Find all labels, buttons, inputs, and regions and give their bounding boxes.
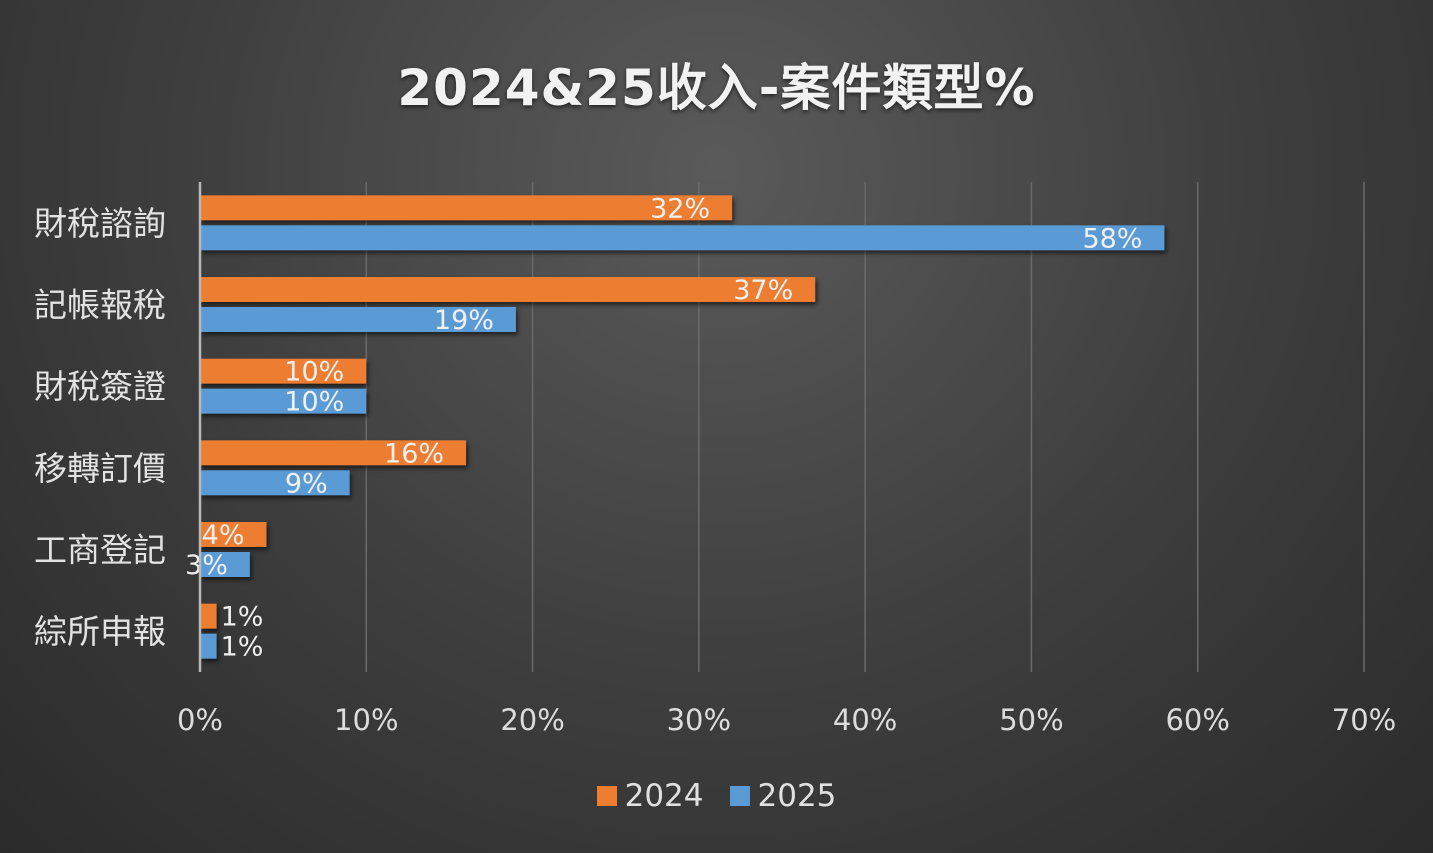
x-tick-label: 60%	[1165, 703, 1229, 737]
data-label: 19%	[434, 305, 494, 336]
bar-2024-2	[200, 358, 367, 384]
data-label: 37%	[733, 275, 793, 306]
data-label: 10%	[284, 357, 344, 388]
bar-2024-1	[200, 277, 816, 302]
category-label: 綜所申報	[34, 612, 166, 651]
chart-plot: 0% 10% 20% 30% 40% 50% 60% 70% 財稅諮詢 32% 58% 記帳報稅 37%…	[34, 182, 1396, 737]
data-label: 9%	[285, 468, 328, 499]
legend: 2024 2025	[0, 778, 1433, 814]
data-label: 1%	[221, 602, 264, 633]
bar-2025-2	[200, 388, 367, 414]
category-label: 工商登記	[34, 531, 166, 570]
x-tick-label: 30%	[667, 703, 731, 737]
bar-2025-4	[200, 552, 250, 577]
category-label: 記帳報稅	[34, 286, 166, 325]
data-label: 58%	[1082, 223, 1142, 254]
x-tick-label: 70%	[1332, 703, 1396, 737]
bar-2024-0	[200, 195, 733, 221]
legend-swatch-2024	[596, 786, 617, 806]
bar-2025-3	[200, 470, 350, 496]
data-label: 10%	[284, 387, 344, 418]
x-tick-label: 50%	[999, 703, 1063, 737]
data-label: 4%	[202, 520, 245, 551]
data-label: 16%	[384, 438, 444, 469]
bar-2024-3	[200, 440, 467, 466]
data-label: 1%	[221, 632, 264, 663]
legend-item-2024: 2024	[596, 778, 704, 814]
bar-2024-4	[200, 522, 267, 547]
chart-title: 2024&25收入-案件類型%	[397, 59, 1036, 117]
legend-label-2025: 2025	[757, 778, 837, 814]
data-label: 3%	[185, 550, 228, 581]
category-label: 財稅簽證	[34, 367, 166, 406]
bar-2024-5	[200, 603, 217, 629]
x-tick-label: 0%	[177, 703, 223, 737]
category-label: 移轉訂價	[34, 449, 166, 488]
legend-swatch-2025	[729, 786, 750, 806]
bar-2025-0	[200, 225, 1165, 251]
data-label: 32%	[650, 193, 710, 224]
x-tick-label: 40%	[833, 703, 897, 737]
category-label: 財稅諮詢	[34, 204, 166, 243]
x-tick-label: 20%	[500, 703, 564, 737]
bar-2025-5	[200, 633, 217, 659]
legend-item-2025: 2025	[729, 778, 837, 814]
legend-label-2024: 2024	[624, 778, 704, 814]
bar-2025-1	[200, 307, 516, 332]
x-tick-label: 10%	[334, 703, 398, 737]
